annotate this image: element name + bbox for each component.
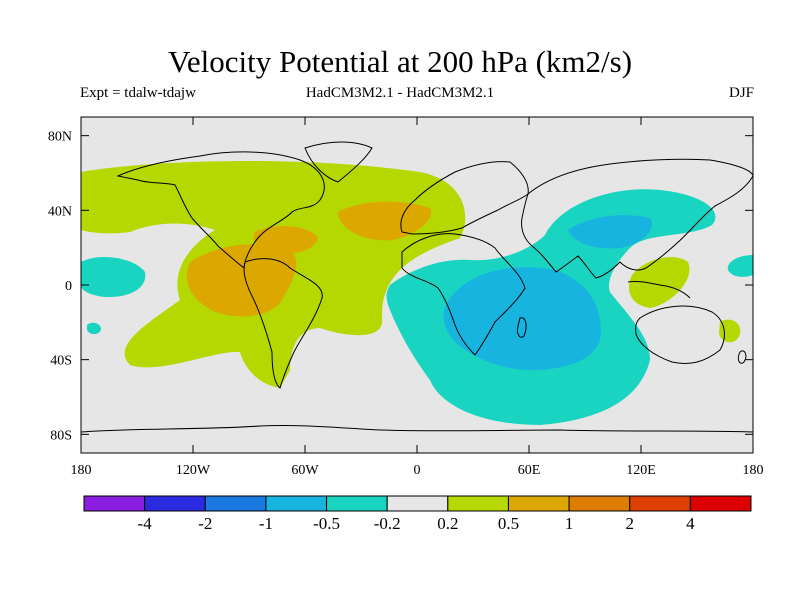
colorbar: -4 -2 -1 -0.5 -0.2 0.2 0.5 1 2 4: [83, 495, 752, 533]
lat-tick-label: 40S: [50, 354, 72, 369]
contour-positive-0.5-central: [253, 226, 318, 254]
lon-tick-label: 60W: [291, 463, 319, 478]
lon-tick-label: 120E: [626, 463, 656, 478]
contour-negative-0.5-africa: [443, 267, 601, 371]
africa-coast: [401, 233, 526, 356]
latitude-axis: 80N 40N 0 40S 80S: [48, 130, 753, 443]
colorbar-swatch: [447, 495, 509, 512]
colorbar-label: -1: [259, 514, 273, 533]
indonesia-coast: [627, 281, 691, 299]
asia-coast: [521, 158, 753, 279]
contour-positive-0.2-east: [629, 257, 690, 308]
experiment-label: Expt = tdalw-tdajw: [80, 85, 196, 101]
new-zealand-coast: [737, 350, 747, 364]
colorbar-label: 0.2: [437, 514, 458, 533]
colorbar-swatch: [629, 495, 691, 512]
colorbar-swatch: [386, 495, 449, 512]
australia-coast: [635, 305, 725, 364]
antarctica-coast: [81, 424, 753, 433]
colorbar-swatch: [326, 495, 388, 512]
colorbar-label: -0.2: [374, 514, 401, 533]
longitude-axis: 180 120W 60W 0 60E 120E 180: [71, 117, 764, 478]
colorbar-swatch: [144, 495, 206, 512]
south-america-coast: [243, 258, 323, 389]
colorbar-swatch: [507, 495, 570, 512]
lat-tick-label: 80N: [48, 130, 72, 145]
lon-tick-label: 0: [414, 463, 421, 478]
colorbar-label: 1: [565, 514, 574, 533]
contour-negative-0.2-east-edge: [727, 255, 753, 277]
model-label: HadCM3M2.1 - HadCM3M2.1: [305, 85, 495, 101]
contour-positive-0.5-west: [186, 243, 297, 317]
north-america-coast: [116, 151, 325, 269]
lon-tick-label: 120W: [176, 463, 211, 478]
colorbar-swatch: [83, 495, 146, 512]
colorbar-label: -0.5: [313, 514, 340, 533]
colorbar-label: 2: [625, 514, 634, 533]
europe-coast: [400, 161, 529, 235]
colorbar-label: -4: [138, 514, 153, 533]
lat-tick-label: 80S: [50, 428, 72, 443]
lon-tick-label: 180: [743, 463, 764, 478]
chart-title: Velocity Potential at 200 hPa (km2/s): [167, 44, 633, 79]
colorbar-swatch: [568, 495, 631, 512]
coastlines: [81, 141, 753, 433]
greenland-coast: [304, 141, 373, 183]
lat-tick-label: 0: [65, 279, 72, 294]
contour-negative-0.2-pacific-small: [87, 322, 102, 335]
colorbar-swatch: [204, 495, 267, 512]
lon-tick-label: 60E: [518, 463, 541, 478]
colorbar-swatch: [689, 495, 752, 512]
contour-fields: [81, 141, 753, 433]
season-label: DJF: [728, 85, 754, 101]
colorbar-label: 0.5: [498, 514, 519, 533]
lon-tick-label: 180: [71, 463, 92, 478]
contour-positive-0.5-atlantic: [338, 201, 432, 241]
contour-negative-0.5-asia: [568, 215, 652, 249]
colorbar-label: 4: [686, 514, 695, 533]
colorbar-label: -2: [198, 514, 212, 533]
contour-negative-0.2-pacific: [81, 257, 146, 298]
lat-tick-label: 40N: [48, 204, 72, 219]
madagascar-coast: [517, 317, 527, 338]
colorbar-swatch: [265, 495, 328, 512]
